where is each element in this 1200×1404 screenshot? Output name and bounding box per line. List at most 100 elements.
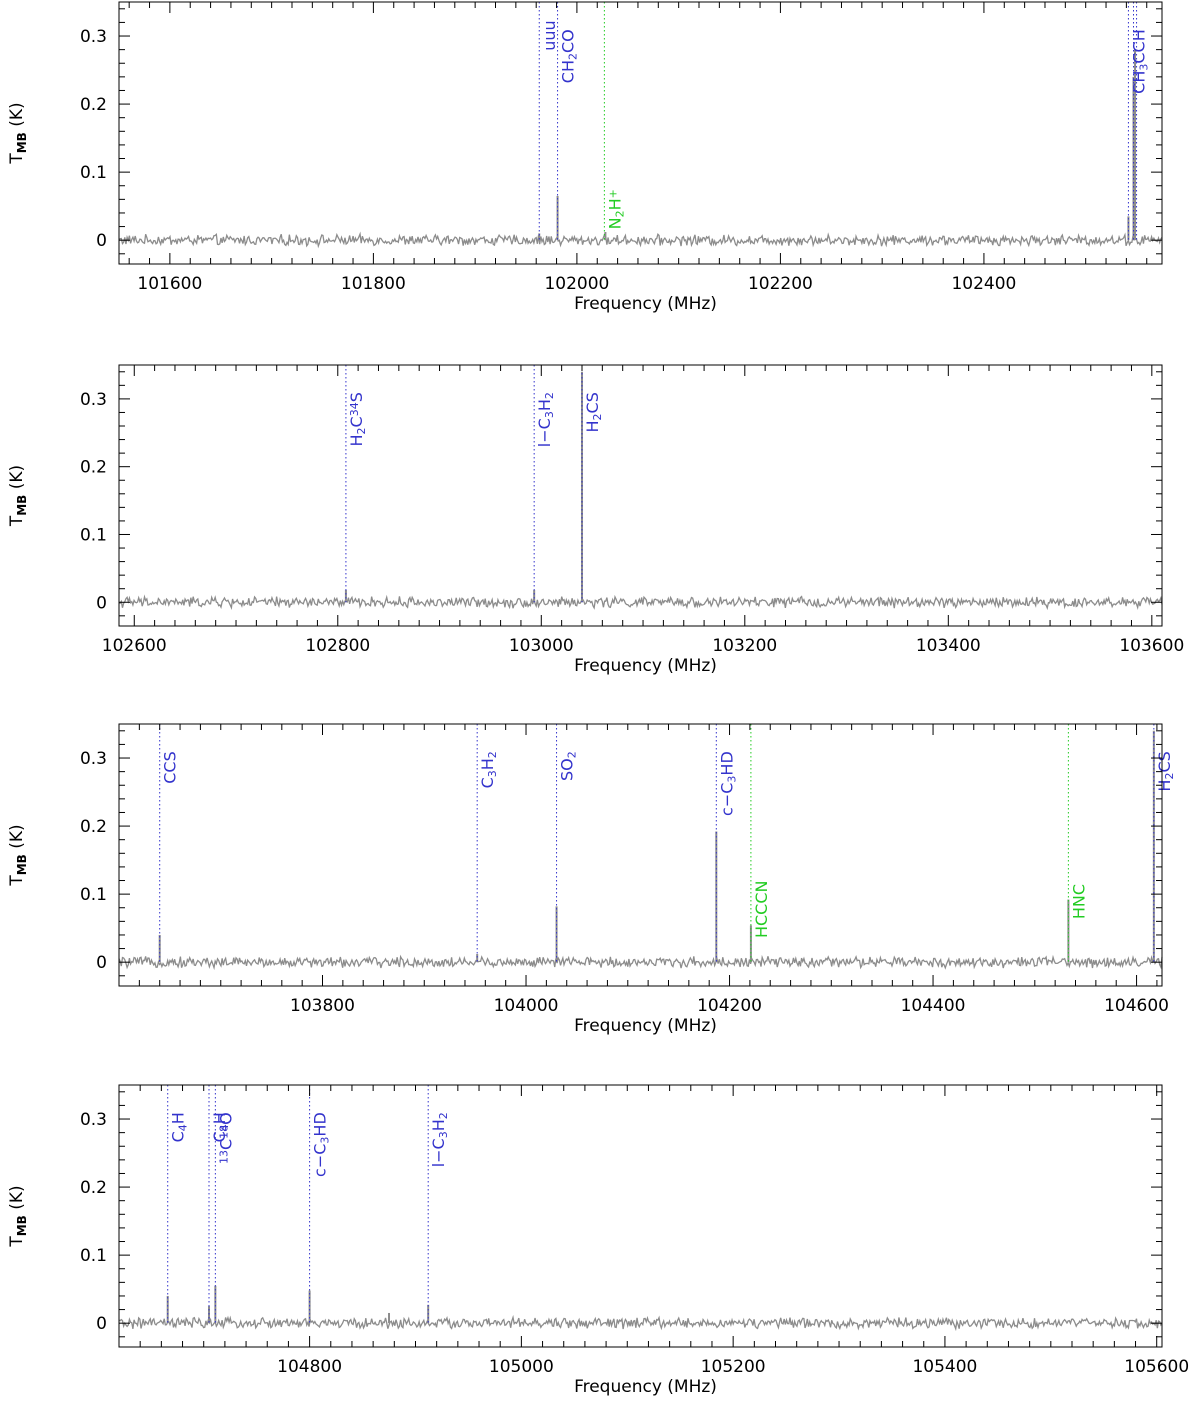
species-label-1: uuu [540,20,559,50]
species-label-part: l−C [429,1138,448,1167]
y-tick-label-3: 0.2 [80,1178,107,1198]
x-tick-label-5: 104600 [1104,996,1169,1016]
species-label-3: H2CS [583,392,604,432]
species-label-part: H [478,758,497,770]
x-tick-label-5: 103400 [916,636,981,656]
x-tick-label-4: 104400 [901,996,966,1016]
y-axis-label: TMB (K) [7,824,29,886]
y-axis-label-symbol: T [7,875,27,887]
species-label-part: HNC [1069,884,1088,919]
species-label-part: 3 [1137,64,1150,71]
species-label-6: HNC [1069,884,1088,919]
y-tick-label-2: 0.1 [80,525,107,545]
plot-frame [118,723,1163,987]
y-axis-label-symbol: T [7,515,27,527]
species-label-part: 2 [591,413,604,420]
x-tick-label-2: 104000 [494,996,559,1016]
y-axis-label: TMB (K) [7,102,29,164]
species-label-part: SO [558,758,577,781]
species-label-part: c−C [717,783,736,816]
species-label-3: N2H+ [605,189,626,229]
species-label-4: c−C3HD [717,751,738,816]
x-tick-label-2: 105000 [489,1357,554,1377]
species-label-part: C [347,416,366,427]
species-label-part: O [216,1112,235,1125]
y-axis-label-symbol: T [7,153,27,165]
x-axis-label: Frequency (MHz) [574,656,717,676]
y-tick-label-1: 0 [96,953,107,973]
species-label-part: H [347,434,366,446]
x-tick-label-5: 105600 [1124,1357,1189,1377]
species-label-4: CH3CCH [1129,29,1150,94]
species-label-part: CH [559,60,578,83]
species-label-part: 2 [355,427,368,434]
y-tick-label-3: 0.2 [80,817,107,837]
x-tick-label-4: 103200 [712,636,777,656]
species-label-part: 2 [566,751,579,758]
species-label-part: HCCCN [752,881,771,939]
species-label-2: CH2CO [559,29,580,83]
x-tick-label-3: 103000 [509,636,574,656]
species-label-part: CO [559,29,578,53]
x-tick-label-1: 104800 [277,1357,342,1377]
species-label-part: H [605,198,624,210]
species-label-part: 2 [437,1112,450,1119]
y-tick-label-2: 0.1 [80,163,107,183]
species-label-part: HD [311,1112,330,1136]
y-axis-label-subscript: MB [15,132,29,153]
species-label-part: H [1155,780,1174,792]
y-tick-label-4: 0.3 [80,27,107,47]
species-label-part: 3 [319,1137,332,1144]
x-tick-label-6: 103600 [1119,636,1184,656]
x-tick-label-2: 101800 [341,274,406,294]
y-tick-label-4: 0.3 [80,749,107,769]
x-tick-label-4: 105400 [912,1357,977,1377]
species-label-part: CCS [161,751,180,784]
species-label-part: 3 [543,411,556,418]
species-label-part: H [429,1119,448,1131]
species-label-part: 2 [613,210,626,217]
species-label-part: 18 [217,1125,230,1139]
species-label-2: l−C3H2 [535,392,556,447]
species-label-part: 4 [218,1124,231,1131]
species-label-3: 13C18O [216,1112,235,1164]
y-tick-label-3: 0.2 [80,458,107,478]
species-label-part: H [583,420,602,432]
species-label-part: C [478,777,497,788]
x-tick-label-5: 102400 [951,274,1016,294]
species-label-2: C4H [210,1112,231,1142]
species-label-part: C [216,1139,235,1150]
plot-frame [118,1,1163,265]
y-axis-label-unit: (K) [7,824,27,854]
y-tick-label-1: 0 [96,231,107,251]
species-label-part: S [347,392,366,402]
species-label-part: CCH [1129,29,1148,63]
species-label-part: + [606,189,619,198]
species-label-part: N [605,217,624,229]
y-axis-label: TMB (K) [7,465,29,527]
y-axis-label-symbol: T [7,1236,27,1248]
species-label-part: C [210,1131,229,1142]
species-label-part: CH [1129,71,1148,94]
x-tick-label-2: 102800 [305,636,370,656]
species-label-part: 13 [217,1150,230,1164]
y-tick-label-4: 0.3 [80,1110,107,1130]
plot-frame [118,1084,1163,1348]
spectrum-baseline [118,954,1163,971]
species-label-part: 2 [567,53,580,60]
species-label-part: 3 [437,1131,450,1138]
species-label-part: l−C [535,418,554,447]
species-label-part: C [169,1131,188,1142]
species-label-part: 2 [1163,773,1176,780]
y-tick-label-3: 0.2 [80,95,107,115]
species-label-part: 34 [348,402,361,416]
x-axis-label: Frequency (MHz) [574,294,717,314]
spectrum-baseline [118,594,1163,611]
y-axis-label-subscript: MB [15,854,29,875]
species-label-part: H [210,1112,229,1124]
